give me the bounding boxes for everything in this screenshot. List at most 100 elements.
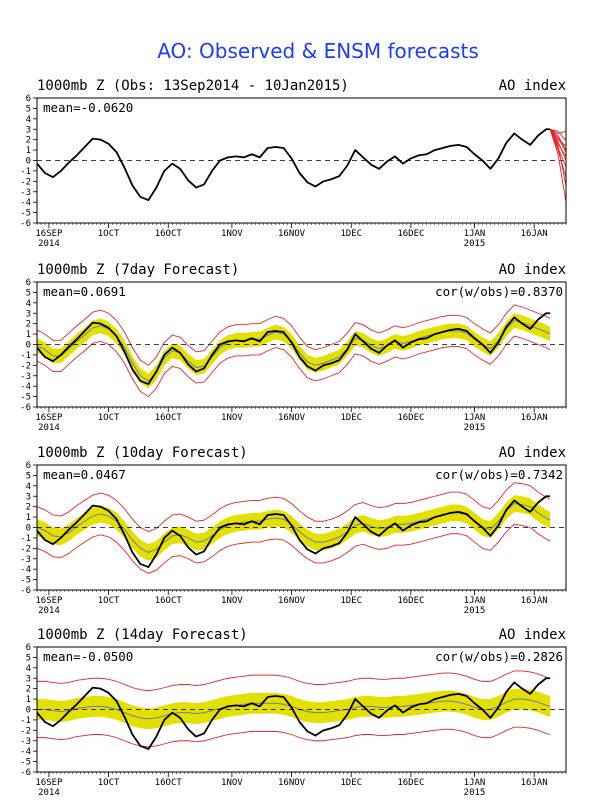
x-tick-label: 1JAN [464,229,486,239]
y-tick-label: -5 [20,209,31,219]
x-tick-year-label: 2014 [38,239,60,249]
correlation-label: cor(w/obs)=0.2826 [435,649,563,664]
x-tick-label: 1JAN [464,778,486,788]
y-tick-label: -3 [20,555,31,565]
y-tick-label: 1 [26,695,31,705]
x-tick-label: 1NOV [221,778,243,788]
panel-index-label: AO index [499,262,566,278]
x-tick-label: 1NOV [221,413,243,423]
x-tick-label: 1OCT [98,778,120,788]
x-tick-label: 16NOV [278,229,306,239]
ensemble-max-line [37,482,551,533]
x-tick-label: 1OCT [98,229,120,239]
y-tick-label: 4 [26,115,31,125]
x-tick-label: 16NOV [278,778,306,788]
member-line-9 [549,129,566,203]
y-tick-label: -5 [20,393,31,403]
x-tick-label: 1DEC [340,229,362,239]
y-tick-label: -5 [20,576,31,586]
y-tick-label: 6 [26,278,31,288]
panel-title: 1000mb Z (7day Forecast) [37,262,239,278]
correlation-label: cor(w/obs)=0.8370 [435,284,563,299]
y-tick-label: 2 [26,136,31,146]
x-tick-label: 16OCT [155,229,183,239]
mean-label: mean=0.0691 [43,284,126,299]
x-tick-year-label: 2015 [464,239,486,249]
x-tick-label: 16DEC [397,413,424,423]
ensemble-min-line [37,726,551,748]
x-tick-label: 1DEC [340,413,362,423]
y-tick-label: -3 [20,188,31,198]
y-tick-label: -4 [20,747,31,757]
mean-label: mean=-0.0620 [43,100,133,115]
y-tick-label: -2 [20,544,31,554]
y-tick-label: 6 [26,94,31,104]
y-tick-label: -3 [20,372,31,382]
y-tick-label: -4 [20,565,31,575]
x-tick-year-label: 2015 [464,606,486,616]
correlation-label: cor(w/obs)=0.7342 [435,467,563,482]
y-tick-label: 3 [26,125,31,135]
x-tick-year-label: 2014 [38,423,60,433]
member-line-2 [549,128,566,134]
y-tick-label: -1 [20,351,31,361]
panel-index-label: AO index [499,445,566,461]
ensemble-min-line [37,523,551,574]
y-tick-label: -6 [20,586,31,596]
plot-area [37,670,566,750]
panel-index-label: AO index [499,627,566,643]
x-tick-year-label: 2014 [38,606,60,616]
y-tick-label: 1 [26,513,31,523]
y-tick-label: -1 [20,716,31,726]
x-tick-label: 1JAN [464,413,486,423]
x-tick-label: 16JAN [521,596,548,606]
y-tick-label: -3 [20,737,31,747]
panels: 1000mb Z (Obs: 13Sep2014 - 10Jan2015) AO … [20,78,567,798]
member-line-7 [549,128,566,141]
ensemble-max-line [37,670,551,692]
y-tick-label: -1 [20,534,31,544]
member-line-8 [549,129,566,186]
y-tick-label: -2 [20,726,31,736]
y-tick-label: -6 [20,403,31,413]
x-tick-label: 16SEP [35,229,63,239]
x-tick-label: 16NOV [278,596,306,606]
x-tick-label: 16OCT [155,413,183,423]
panel-forecast-14day: 1000mb Z (14day Forecast) AO index-6-5-4-… [20,627,567,798]
x-tick-label: 16JAN [521,778,548,788]
y-tick-label: -2 [20,177,31,187]
y-tick-label: 3 [26,309,31,319]
y-tick-label: -2 [20,361,31,371]
x-tick-label: 16SEP [35,778,63,788]
mean-label: mean=-0.0500 [43,649,133,664]
x-tick-label: 16JAN [521,229,548,239]
x-tick-label: 16JAN [521,413,548,423]
y-tick-label: 5 [26,653,31,663]
panel-title: 1000mb Z (Obs: 13Sep2014 - 10Jan2015) [37,78,349,94]
y-tick-label: -6 [20,768,31,778]
x-tick-label: 1JAN [464,596,486,606]
ensemble-spread-band [37,313,551,389]
y-tick-label: -4 [20,382,31,392]
x-tick-label: 1OCT [98,596,120,606]
member-line-10 [549,128,566,151]
y-tick-label: 3 [26,492,31,502]
y-tick-label: -1 [20,167,31,177]
mean-label: mean=0.0467 [43,467,126,482]
y-tick-label: -4 [20,198,31,208]
y-tick-label: 0 [26,524,31,534]
ensemble-max-line [37,304,551,366]
observed-line [37,128,551,201]
y-tick-label: 0 [26,157,31,167]
member-line-4 [549,128,566,153]
observed-line [37,312,551,385]
y-tick-label: 2 [26,685,31,695]
x-tick-label: 16DEC [397,778,424,788]
y-tick-label: 5 [26,471,31,481]
x-tick-label: 16OCT [155,596,183,606]
y-tick-label: 4 [26,299,31,309]
x-tick-label: 16DEC [397,596,424,606]
